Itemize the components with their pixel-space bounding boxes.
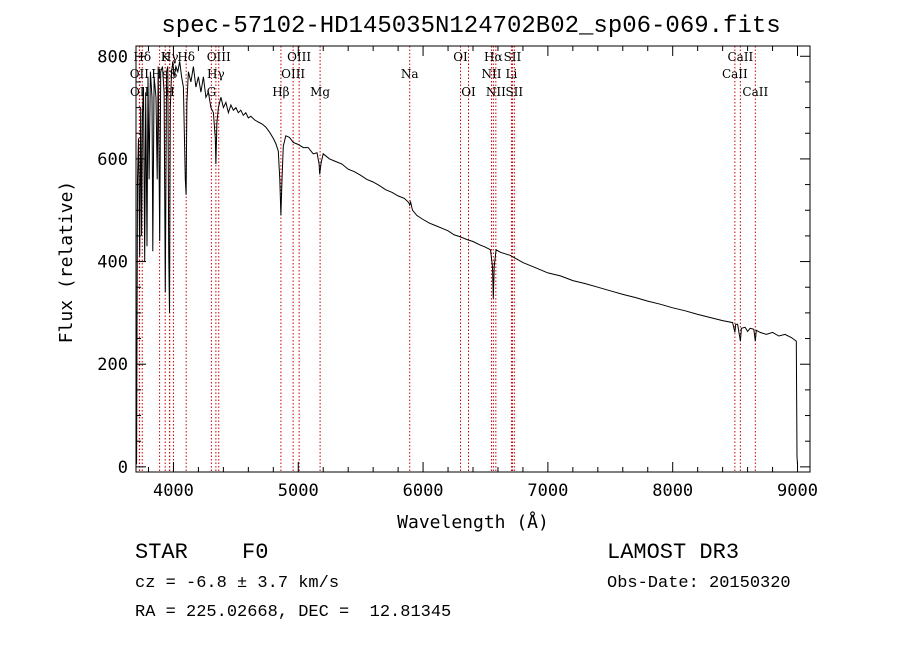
y-axis-label: Flux (relative) bbox=[56, 181, 77, 344]
x-tick-label: 7000 bbox=[527, 481, 568, 501]
x-tick-label: 9000 bbox=[777, 481, 818, 501]
axis-tick-labels: 4000 5000 6000 7000 8000 9000 0 200 400 600 800 bbox=[97, 47, 818, 501]
y-tick-label: 200 bbox=[97, 355, 128, 375]
line-marker-labels: HδOIIOIIKHεHHγSHδHγGOIIIHβOIIIOIIIMgNaOI… bbox=[130, 50, 769, 99]
line-marker-label: CaII bbox=[722, 67, 748, 81]
x-tick-label: 5000 bbox=[278, 481, 319, 501]
line-marker-label: OIII bbox=[287, 50, 311, 64]
spectrum-chart: spec-57102-HD145035N124702B02_sp06-069.f… bbox=[56, 13, 818, 533]
spectrum-series-line bbox=[135, 61, 798, 465]
line-marker-label: OIII bbox=[281, 67, 305, 81]
line-marker-label: Li bbox=[506, 67, 518, 81]
y-tick-label: 400 bbox=[97, 253, 128, 273]
coordinates-text: RA = 225.02668, DEC = 12.81345 bbox=[135, 603, 452, 622]
chart-title: spec-57102-HD145035N124702B02_sp06-069.f… bbox=[161, 13, 780, 40]
line-marker-label: NII bbox=[481, 67, 501, 81]
line-marker-label: H bbox=[164, 85, 174, 99]
line-marker-label: SII bbox=[505, 85, 523, 99]
line-marker-label: Hγ bbox=[161, 50, 179, 64]
axis-ticks bbox=[136, 46, 810, 472]
redshift-text: cz = -6.8 ± 3.7 km/s bbox=[135, 574, 340, 593]
line-marker-label: K bbox=[161, 50, 171, 64]
object-subclass: F0 bbox=[242, 540, 269, 565]
line-marker-label: Hα bbox=[484, 50, 503, 64]
obs-date-text: Obs-Date: 20150320 bbox=[607, 574, 791, 593]
line-marker-label: Hδ bbox=[133, 50, 151, 64]
line-marker-label: OII bbox=[130, 67, 150, 81]
line-marker-label: Na bbox=[401, 67, 419, 81]
line-marker-label: G bbox=[207, 85, 217, 99]
line-marker-label: Mg bbox=[310, 85, 330, 99]
line-marker-label: OII bbox=[130, 85, 150, 99]
x-tick-label: 8000 bbox=[652, 481, 693, 501]
line-marker-label: CaII bbox=[742, 85, 768, 99]
survey-name: LAMOST DR3 bbox=[607, 540, 740, 565]
line-marker-label: Hγ bbox=[207, 67, 225, 81]
line-marker-label: OI bbox=[453, 50, 468, 64]
line-marker-label: OIII bbox=[207, 50, 231, 64]
line-marker-label: Hε bbox=[151, 67, 168, 81]
x-axis-label: Wavelength (Å) bbox=[397, 511, 549, 533]
line-marker-label: Hδ bbox=[177, 50, 195, 64]
x-tick-label: 4000 bbox=[153, 481, 194, 501]
line-marker-label: OI bbox=[461, 85, 476, 99]
line-marker-label: NII bbox=[486, 85, 506, 99]
y-tick-label: 600 bbox=[97, 150, 128, 170]
object-class: STAR bbox=[135, 540, 188, 565]
line-marker-label: Hβ bbox=[272, 85, 289, 99]
line-marker-label: SII bbox=[504, 50, 522, 64]
y-tick-label: 0 bbox=[118, 458, 128, 478]
line-marker-label: CaII bbox=[727, 50, 753, 64]
y-tick-label: 800 bbox=[97, 47, 128, 67]
x-tick-label: 6000 bbox=[403, 481, 444, 501]
line-markers bbox=[138, 46, 756, 472]
